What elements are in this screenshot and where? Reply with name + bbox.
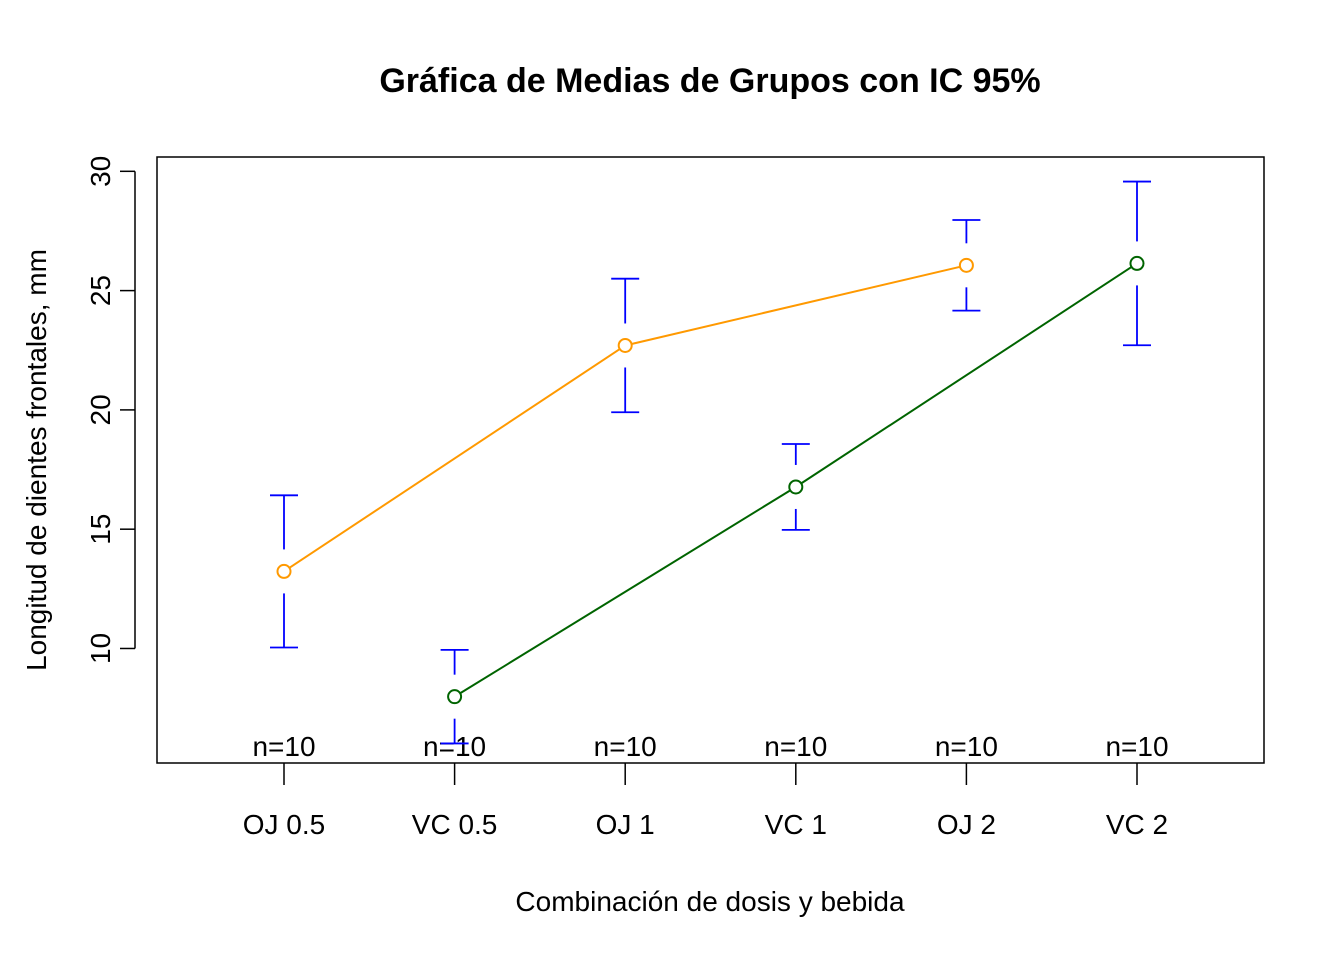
data-point: [1129, 255, 1145, 271]
series-line-segment: [459, 489, 791, 695]
x-tick-label: VC 0.5: [412, 809, 498, 840]
data-point: [617, 337, 633, 353]
data-point: [276, 563, 292, 579]
x-tick-label: VC 1: [765, 809, 827, 840]
y-tick-label: 15: [85, 514, 116, 545]
chart-title: Gráfica de Medias de Grupos con IC 95%: [379, 62, 1040, 100]
chart-marks: 10 15 20 25 30 OJ 0.5 n=10 VC 0.5 n=10 OJ 1 n=10 VC…: [85, 156, 1169, 840]
x-tick-label: OJ 1: [596, 809, 655, 840]
error-bar: [1123, 180, 1151, 347]
y-tick-label: 10: [85, 633, 116, 664]
data-point: [447, 689, 463, 705]
y-tick-label: 30: [85, 156, 116, 187]
n-label: n=10: [594, 731, 657, 762]
series-line-segment: [800, 266, 1133, 485]
x-tick-label: OJ 0.5: [243, 809, 325, 840]
error-bar: [611, 277, 640, 414]
x-tick-label: OJ 2: [937, 809, 996, 840]
n-label: n=10: [252, 731, 315, 762]
n-label: n=10: [764, 731, 827, 762]
data-point: [958, 257, 974, 273]
x-tick-label: VC 2: [1106, 809, 1168, 840]
plot-frame: [156, 156, 1265, 764]
y-tick-label: 20: [85, 394, 116, 425]
y-tick-label: 25: [85, 275, 116, 306]
error-bar: [440, 649, 469, 745]
error-bar: [270, 494, 298, 649]
series-line-segment: [631, 265, 961, 345]
error-bar: [952, 219, 981, 312]
error-bar: [781, 443, 810, 531]
data-point: [788, 479, 804, 495]
n-label: n=10: [935, 731, 998, 762]
n-label: n=10: [1105, 731, 1168, 762]
y-axis-label: Longitud de dientes frontales, mm: [21, 249, 52, 671]
x-axis-label: Combinación de dosis y bebida: [515, 886, 905, 917]
series-line-segment: [288, 348, 621, 569]
